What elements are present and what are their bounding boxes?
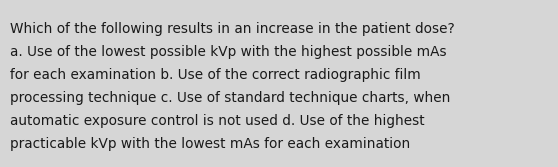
Text: a. Use of the lowest possible kVp with the highest possible mAs: a. Use of the lowest possible kVp with t… bbox=[10, 45, 446, 59]
Text: for each examination b. Use of the correct radiographic film: for each examination b. Use of the corre… bbox=[10, 68, 421, 82]
Text: automatic exposure control is not used d. Use of the highest: automatic exposure control is not used d… bbox=[10, 114, 425, 128]
Text: practicable kVp with the lowest mAs for each examination: practicable kVp with the lowest mAs for … bbox=[10, 137, 410, 151]
Text: Which of the following results in an increase in the patient dose?: Which of the following results in an inc… bbox=[10, 22, 455, 36]
Text: processing technique c. Use of standard technique charts, when: processing technique c. Use of standard … bbox=[10, 91, 450, 105]
